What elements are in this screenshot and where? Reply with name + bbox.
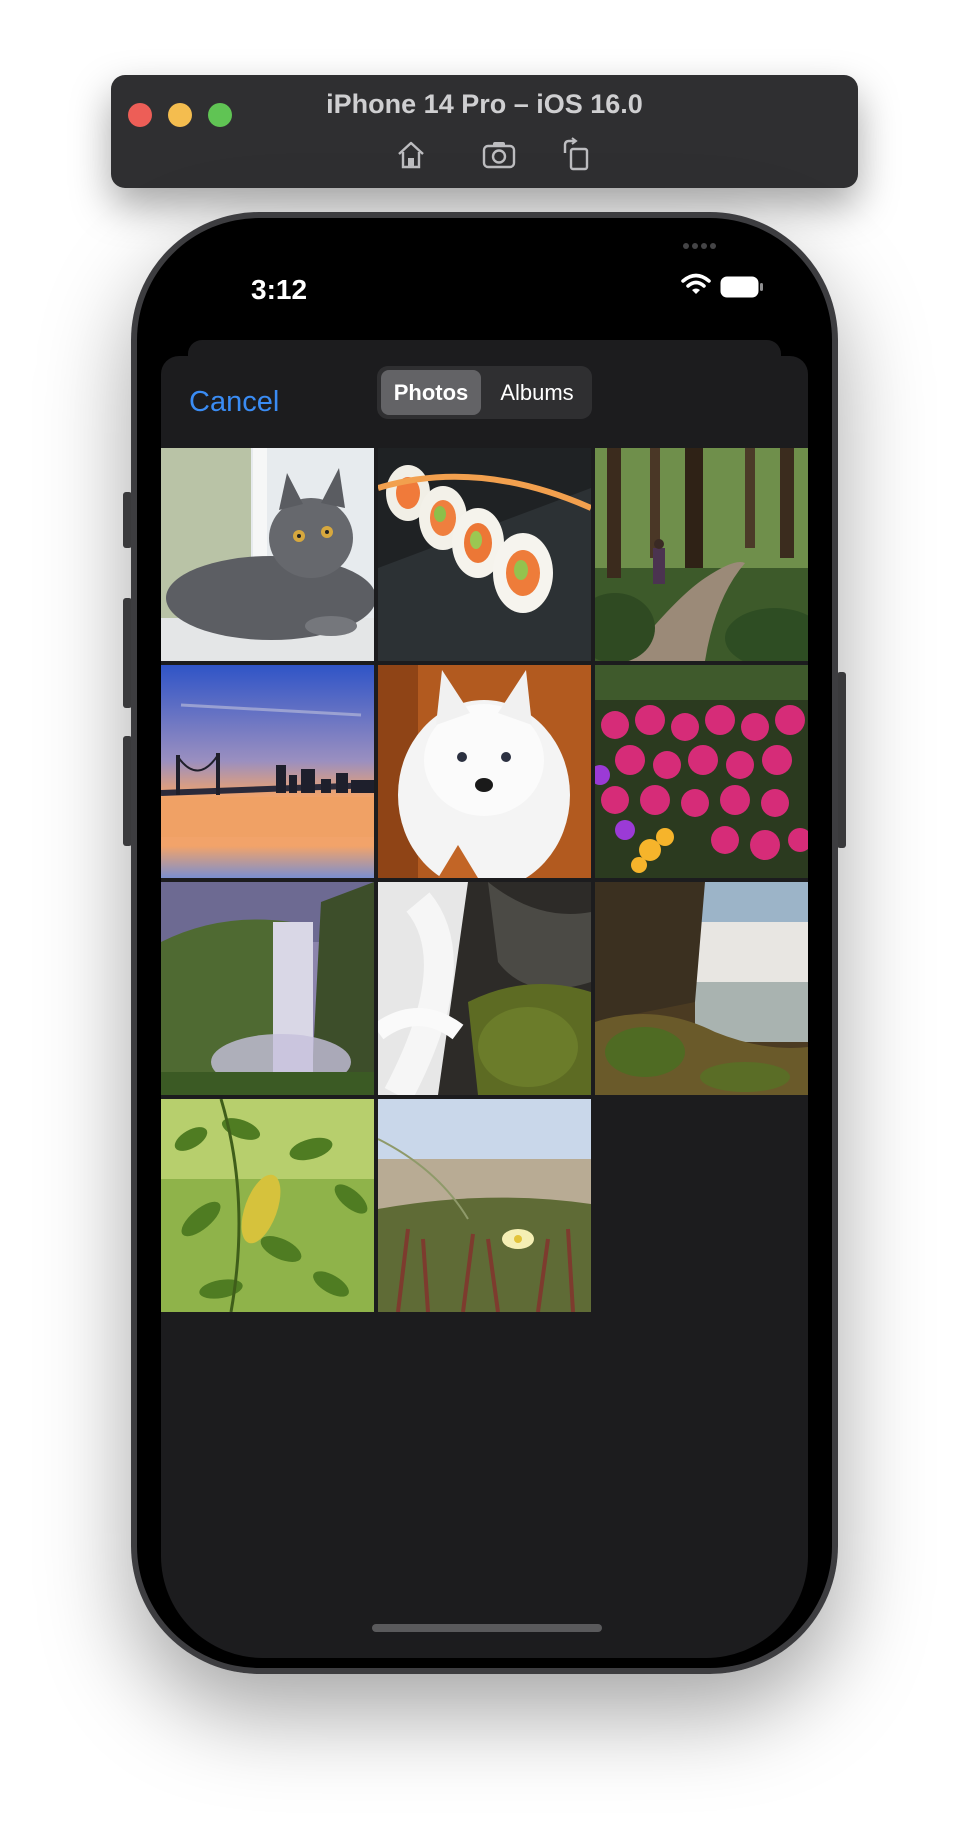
- battery-icon: [720, 276, 763, 298]
- home-icon[interactable]: [393, 137, 429, 173]
- dynamic-island: [393, 260, 576, 314]
- photo-thumbnail-dune-flowers[interactable]: [378, 1099, 591, 1312]
- photo-thumbnail-waterfall-cliff[interactable]: [595, 882, 808, 1095]
- minimize-window-button[interactable]: [168, 103, 192, 127]
- photo-thumbnail-green-leaves[interactable]: [161, 1099, 374, 1312]
- volume-up-button[interactable]: [123, 598, 132, 708]
- photo-thumbnail-pink-flowers[interactable]: [595, 665, 808, 878]
- tab-albums[interactable]: Albums: [500, 379, 574, 405]
- photo-picker-sheet: Cancel Photos Albums: [161, 356, 808, 1658]
- mute-switch[interactable]: [123, 492, 132, 548]
- phone-screen: 3:12 Cancel Photos Albums: [161, 228, 808, 1658]
- source-segmented-control: Photos Albums: [377, 366, 592, 419]
- cancel-button[interactable]: Cancel: [189, 386, 280, 418]
- close-window-button[interactable]: [128, 103, 152, 127]
- power-button[interactable]: [837, 672, 846, 848]
- rotate-icon[interactable]: [559, 137, 595, 173]
- signal-dots-icon: [680, 236, 716, 254]
- photo-thumbnail-bridge-sunset[interactable]: [161, 665, 374, 878]
- photo-thumbnail-forest-trail[interactable]: [595, 448, 808, 661]
- photo-thumbnail-white-dog[interactable]: [378, 665, 591, 878]
- simulator-title: iPhone 14 Pro – iOS 16.0: [326, 89, 643, 119]
- simulator-title-bar: iPhone 14 Pro – iOS 16.0: [111, 75, 858, 188]
- home-indicator[interactable]: [372, 1624, 602, 1632]
- status-time: 3:12: [251, 274, 308, 305]
- tab-photos[interactable]: Photos: [381, 370, 481, 415]
- screenshot-icon[interactable]: [481, 137, 517, 173]
- photo-thumbnail-skogafoss[interactable]: [161, 882, 374, 1095]
- zoom-window-button[interactable]: [208, 103, 232, 127]
- photo-thumbnail-sushi[interactable]: [378, 448, 591, 661]
- wifi-icon: [681, 273, 711, 294]
- photo-thumbnail-mossy-cascade[interactable]: [378, 882, 591, 1095]
- volume-down-button[interactable]: [123, 736, 132, 846]
- photo-thumbnail-cat[interactable]: [161, 448, 374, 661]
